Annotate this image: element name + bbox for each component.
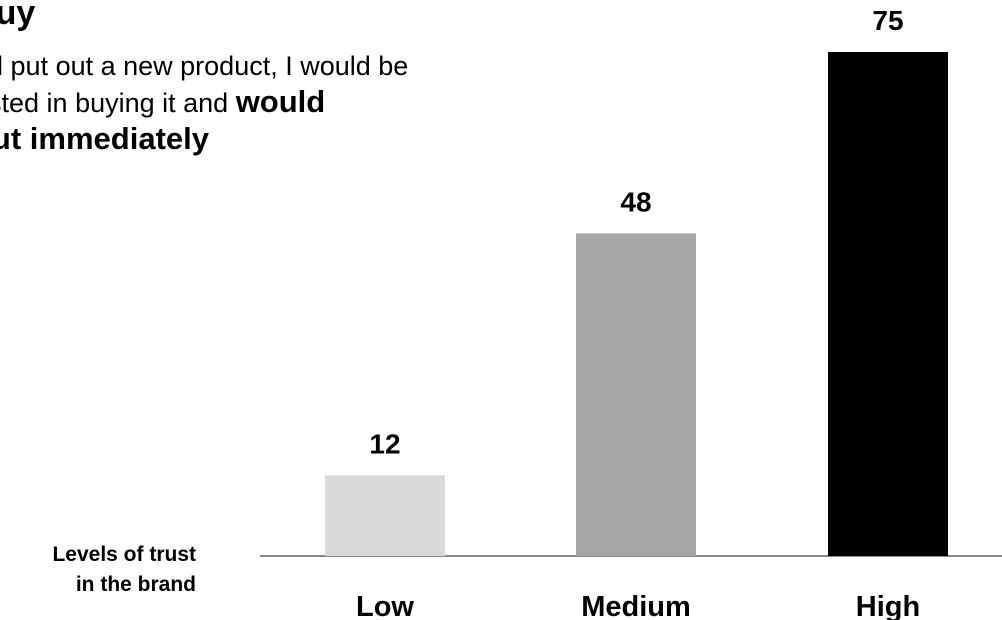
bar-high (828, 52, 948, 556)
value-label-low: 12 (369, 428, 400, 459)
bar-low (325, 475, 445, 556)
x-axis-title-line-1: Levels of trust (52, 543, 196, 566)
x-axis-title: Levels of trust in the brand (52, 540, 196, 600)
value-label-medium: 48 (620, 186, 651, 217)
chart-description: nd put out a new product, I would be est… (0, 48, 533, 157)
category-label-medium: Medium (581, 591, 691, 620)
description-line-3-bold: out immediately (0, 121, 209, 156)
description-line-2-bold: would (235, 84, 326, 119)
description-line-2-text: ested in buying it and (0, 88, 229, 118)
category-label-high: High (856, 591, 920, 620)
x-axis-title-line-2: in the brand (75, 573, 196, 596)
chart-title: l buy (0, 0, 36, 32)
value-label-high: 75 (872, 5, 903, 36)
description-line-2: ested in buying it and would (0, 84, 533, 121)
category-label-low: Low (356, 591, 414, 620)
bar-medium (576, 233, 696, 556)
description-line-1: nd put out a new product, I would be (0, 51, 409, 81)
